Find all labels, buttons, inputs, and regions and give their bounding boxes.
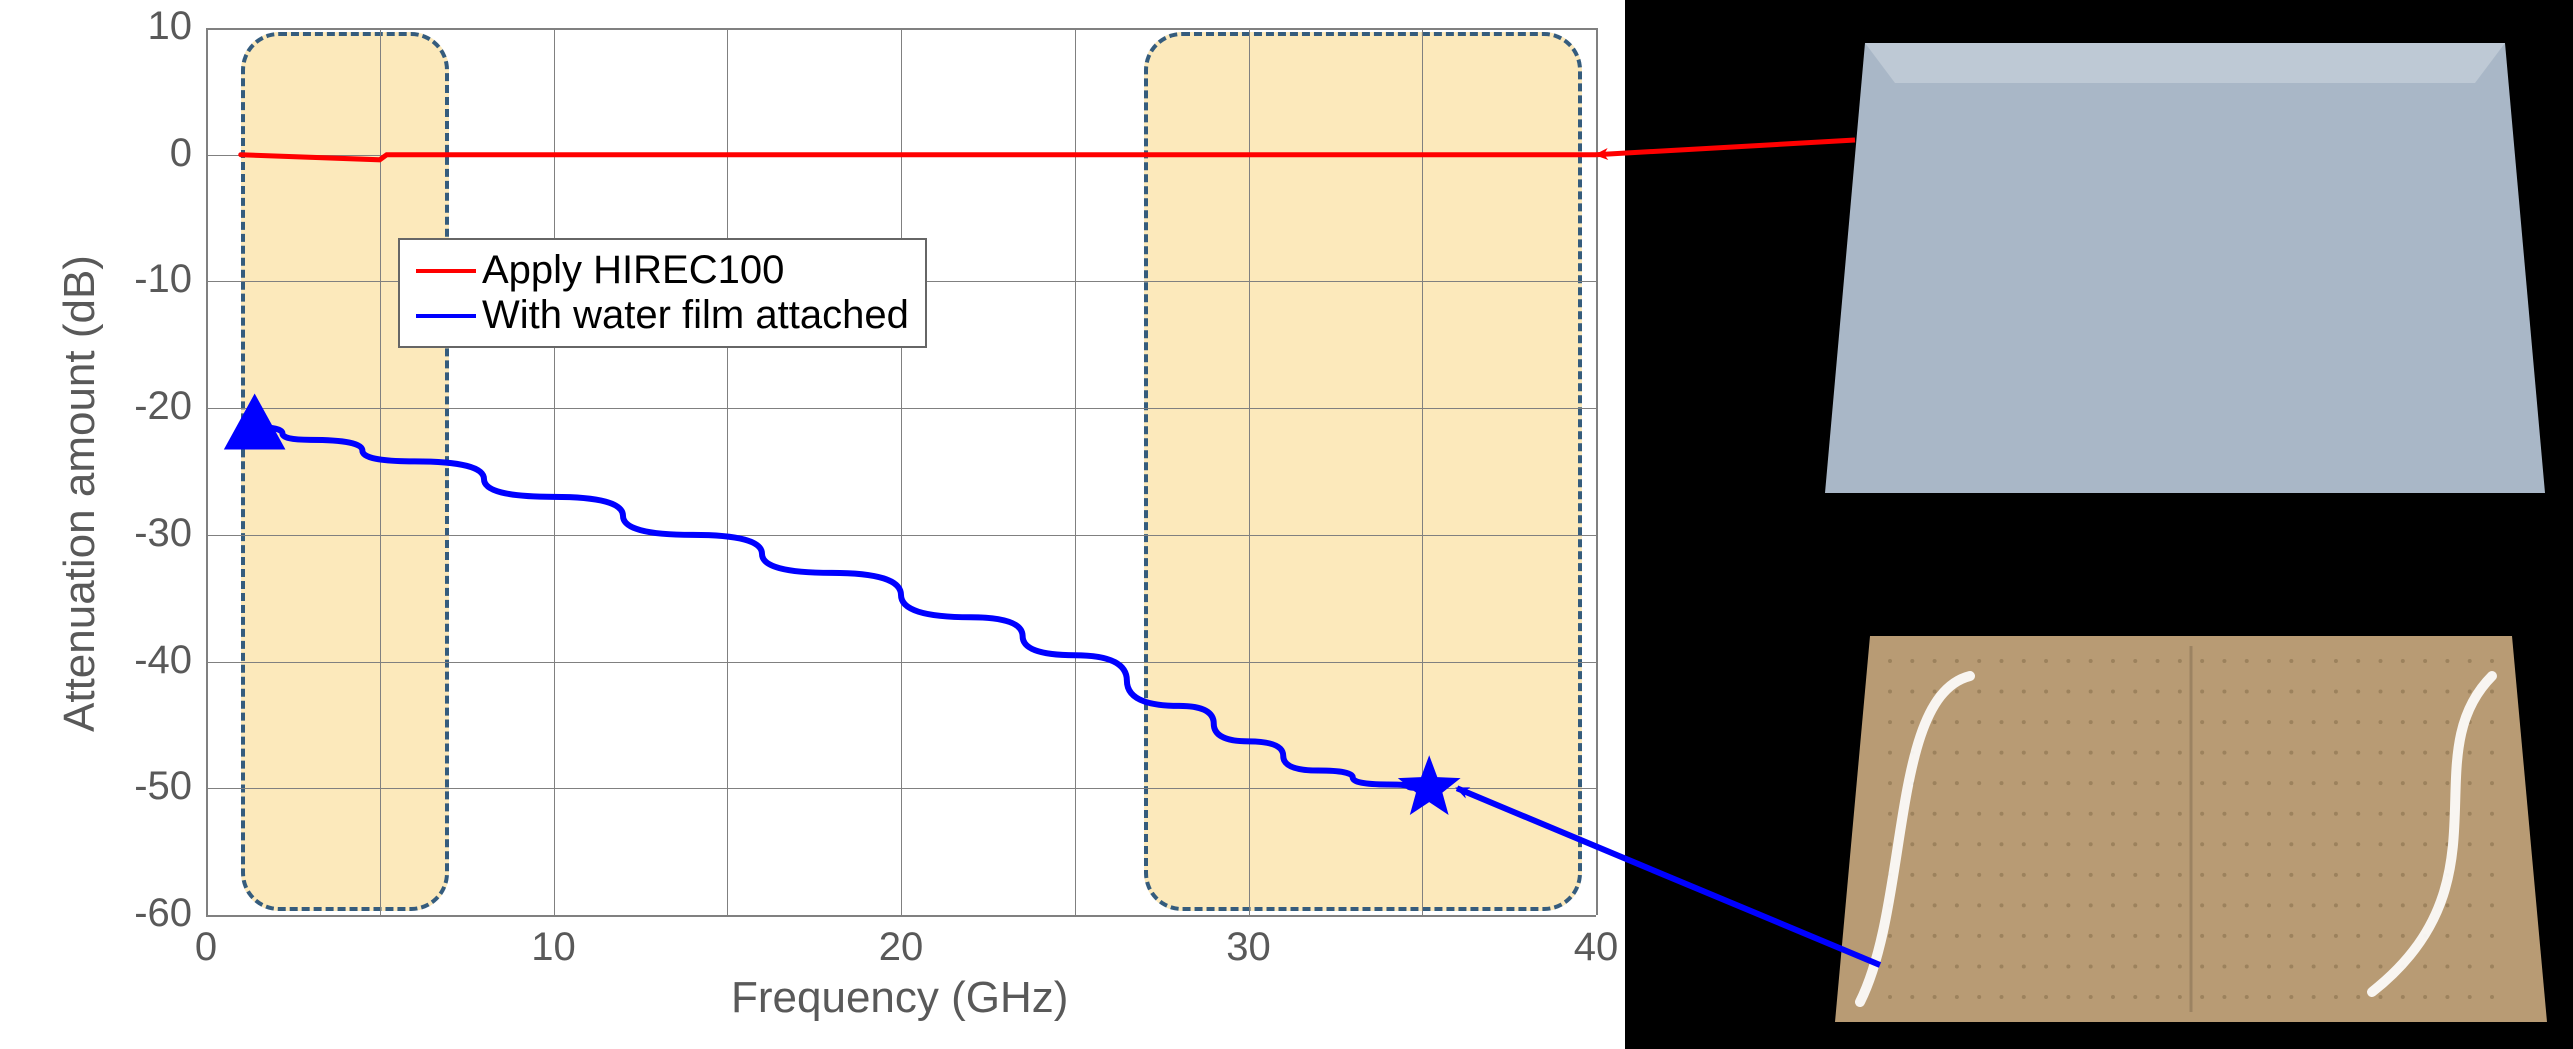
marker-star: [1398, 755, 1461, 815]
arrow-blue: [1457, 788, 1880, 965]
photo-hirec: [1825, 43, 2545, 493]
marker-triangle: [224, 394, 286, 450]
series-hirec: [241, 155, 1596, 160]
series-water: [255, 427, 1430, 788]
arrow-red: [1596, 140, 1855, 155]
overlay-svg: [0, 0, 2573, 1049]
